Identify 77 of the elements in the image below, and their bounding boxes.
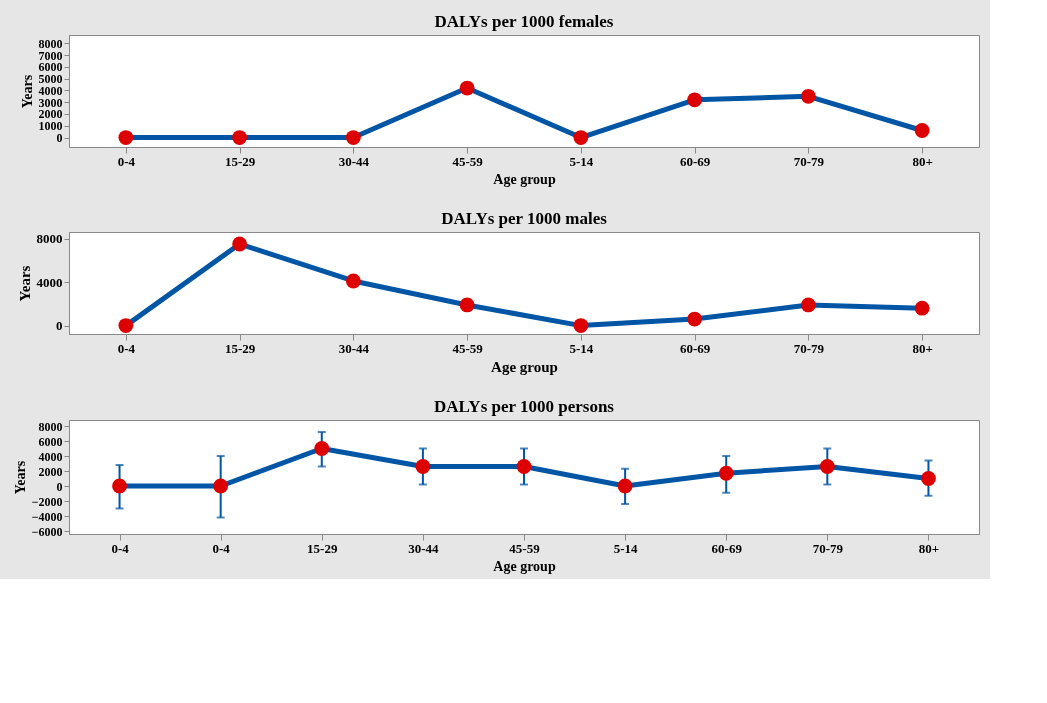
y-tick-label: 2000	[38, 107, 63, 122]
point	[459, 297, 475, 313]
point	[819, 459, 835, 474]
y-tick-label: −6000	[31, 524, 63, 539]
y-tick-label: 4000	[38, 449, 63, 464]
point	[345, 130, 361, 145]
x-tick-label: 0-4	[117, 153, 136, 169]
x-tick-label: 60-69	[679, 153, 711, 169]
point	[573, 318, 589, 334]
point	[345, 273, 361, 289]
point	[687, 92, 703, 108]
x-axis-title: Age group	[493, 171, 556, 187]
x-tick-label: 15-29	[224, 153, 256, 169]
y-tick-label: 8000	[38, 36, 63, 51]
point	[800, 297, 816, 313]
y-tick-label: 8000	[36, 231, 63, 247]
point	[232, 130, 248, 145]
chart-title: DALYs per 1000 persons	[434, 397, 615, 416]
point	[914, 123, 930, 138]
point	[112, 478, 127, 494]
x-tick-label: 45-59	[452, 340, 484, 356]
x-tick-label: 15-29	[224, 340, 256, 356]
point	[617, 478, 633, 494]
y-tick-label: 1000	[38, 119, 63, 134]
point	[232, 236, 248, 252]
x-tick-label: 70-79	[793, 340, 825, 356]
point	[516, 459, 532, 474]
y-axis-title: Years	[19, 74, 35, 109]
x-tick-label: 30-44	[338, 153, 370, 169]
x-tick-label: 45-59	[509, 540, 541, 556]
x-tick-label: 0-4	[111, 540, 130, 556]
y-tick-label: 0	[56, 479, 63, 494]
y-tick-label: 4000	[36, 274, 63, 290]
y-tick-label: 3000	[38, 95, 63, 110]
x-axis-title: Age group	[491, 358, 558, 375]
point	[914, 300, 930, 316]
point	[718, 465, 734, 481]
x-tick-label: 5-14	[569, 340, 594, 356]
chart-title: DALYs per 1000 females	[434, 12, 614, 31]
y-axis-title: Years	[16, 265, 33, 302]
x-tick-label: 0-4	[212, 540, 231, 556]
x-axis-title: Age group	[493, 558, 556, 574]
x-tick-label: 0-4	[117, 340, 136, 356]
point	[314, 441, 330, 456]
point	[118, 130, 134, 145]
x-tick-label: 5-14	[613, 540, 639, 556]
x-tick-label: 80+	[912, 153, 933, 169]
y-tick-label: −4000	[31, 509, 63, 524]
y-tick-label: −2000	[31, 494, 63, 509]
x-tick-label: 80+	[912, 340, 933, 356]
x-tick-label: 30-44	[408, 540, 440, 556]
y-tick-label: 0	[56, 131, 63, 146]
x-tick-label: 60-69	[711, 540, 743, 556]
point	[415, 459, 431, 474]
y-tick-label: 2000	[38, 464, 63, 479]
x-tick-label: 5-14	[569, 153, 594, 169]
y-axis-title: Years	[12, 460, 28, 495]
x-tick-label: 15-29	[307, 540, 338, 556]
x-tick-label: 60-69	[679, 340, 711, 356]
point	[687, 311, 703, 327]
point	[800, 88, 816, 104]
point	[921, 471, 936, 486]
x-tick-label: 30-44	[338, 340, 370, 356]
x-tick-label: 80+	[918, 540, 940, 556]
point	[118, 318, 134, 334]
y-tick-label: 0	[56, 318, 63, 334]
y-tick-label: 8000	[38, 419, 63, 434]
point	[573, 130, 589, 145]
y-tick-label: 7000	[38, 48, 63, 63]
x-tick-label: 70-79	[793, 153, 825, 169]
y-tick-label: 6000	[38, 60, 63, 75]
x-tick-label: 70-79	[812, 540, 844, 556]
chart-title: DALYs per 1000 males	[441, 209, 608, 228]
x-tick-label: 45-59	[452, 153, 484, 169]
point	[459, 80, 475, 96]
point	[213, 478, 229, 494]
y-tick-label: 6000	[38, 434, 63, 449]
